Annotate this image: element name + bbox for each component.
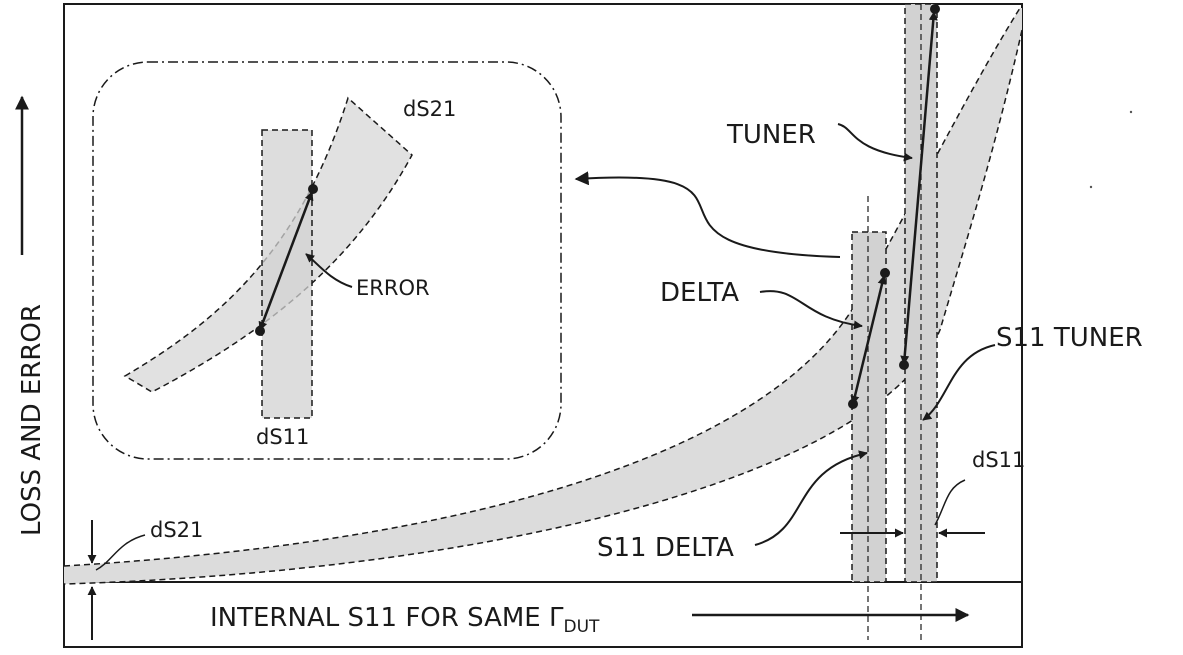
inset-band [123, 96, 413, 393]
delta-label: DELTA [660, 278, 739, 308]
inset-error-arrow [258, 191, 314, 331]
tuner-label: TUNER [726, 120, 816, 150]
speck-2 [1089, 185, 1093, 189]
delta-error-arrow [850, 275, 887, 405]
delta-point-low [848, 399, 858, 409]
s11-delta-label: S11 DELTA [597, 533, 734, 563]
inset-point-high [308, 184, 318, 194]
plot-frame [63, 3, 1023, 648]
tuner-point-high [930, 4, 940, 14]
ds11-leader [934, 479, 966, 526]
ds21-bottom-label: dS21 [150, 518, 203, 542]
inset-box [92, 61, 562, 460]
inset-ds21-label: dS21 [403, 97, 456, 121]
inset-ds11-label: dS11 [256, 425, 309, 449]
zoom-callout-arrow [574, 171, 841, 258]
gamma-symbol: Γ [549, 603, 564, 633]
speck-1 [1129, 110, 1133, 114]
tuner-error-arrow [900, 11, 938, 365]
x-axis-label-main: INTERNAL S11 FOR SAME [210, 603, 549, 633]
tuner-point-low [899, 360, 909, 370]
band-upper-edge [63, 7, 1021, 567]
delta-point-high [880, 268, 890, 278]
inset-ds11-rect [261, 129, 313, 419]
inset-error-leader [305, 253, 353, 288]
main-error-band [64, 8, 1022, 584]
inset-error-label: ERROR [356, 276, 430, 300]
x-axis-label: INTERNAL S11 FOR SAME ΓDUT [210, 603, 600, 637]
s11-tuner-label: S11 TUNER [996, 323, 1143, 353]
inset-point-low [255, 326, 265, 336]
tuner-leader [837, 123, 913, 162]
s11-tuner-leader [922, 344, 996, 421]
ds11-right-label: dS11 [972, 448, 1025, 472]
ds21-leader [95, 534, 146, 571]
delta-leader [759, 290, 863, 330]
y-axis-label: LOSS AND ERROR [17, 304, 47, 536]
x-axis-subscript: DUT [563, 617, 600, 637]
s11-delta-leader [754, 450, 868, 546]
